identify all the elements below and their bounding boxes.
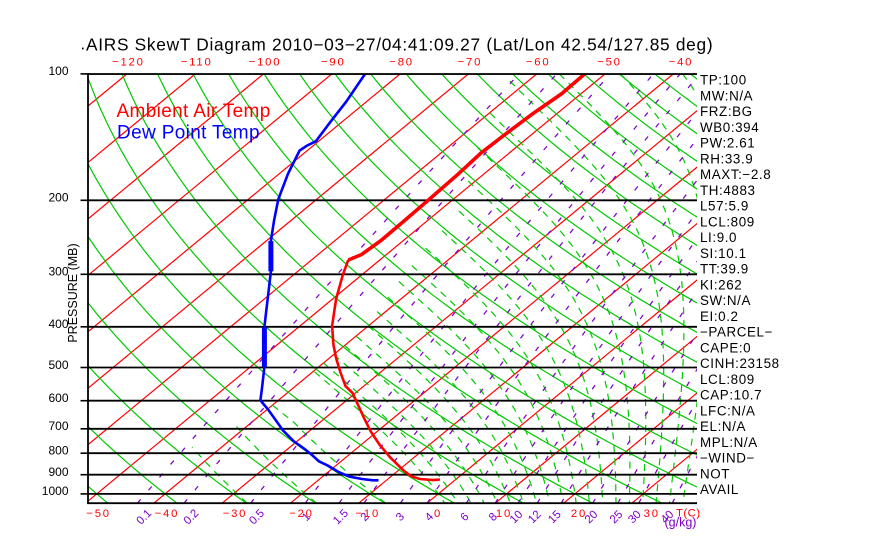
svg-text:200: 200 xyxy=(48,191,68,205)
svg-text:−120: −120 xyxy=(112,57,145,69)
svg-text:CAP:10.7: CAP:10.7 xyxy=(700,388,762,403)
svg-text:Dew Point Temp: Dew Point Temp xyxy=(117,123,260,144)
svg-text:500: 500 xyxy=(48,358,68,372)
svg-text:MPL:N/A: MPL:N/A xyxy=(700,435,758,450)
svg-text:NOT: NOT xyxy=(700,466,730,481)
svg-text:T(C): T(C) xyxy=(676,507,701,519)
svg-text:0: 0 xyxy=(434,508,442,520)
svg-text:−110: −110 xyxy=(181,57,213,69)
svg-text:−60: −60 xyxy=(526,57,551,69)
svg-text:−50: −50 xyxy=(86,508,111,520)
svg-text:MAXT:−2.8: MAXT:−2.8 xyxy=(700,167,771,182)
svg-text:FRZ:BG: FRZ:BG xyxy=(700,104,753,119)
svg-text:CAPE:0: CAPE:0 xyxy=(700,340,751,355)
svg-text:PRESSURE (MB): PRESSURE (MB) xyxy=(66,243,80,342)
svg-text:900: 900 xyxy=(48,465,68,479)
svg-text:600: 600 xyxy=(48,391,68,405)
svg-text:LCL:809: LCL:809 xyxy=(700,372,755,387)
svg-text:KI:262: KI:262 xyxy=(700,277,742,292)
svg-text:SI:10.1: SI:10.1 xyxy=(700,246,747,261)
svg-text:10: 10 xyxy=(496,508,512,520)
svg-text:LI:9.0: LI:9.0 xyxy=(700,230,737,245)
svg-text:−40: −40 xyxy=(155,508,180,520)
svg-text:300: 300 xyxy=(48,265,68,279)
svg-text:EI:0.2: EI:0.2 xyxy=(700,309,739,324)
svg-text:−30: −30 xyxy=(223,508,248,520)
svg-text:Ambient Air Temp: Ambient Air Temp xyxy=(117,101,271,122)
svg-text:−10: −10 xyxy=(356,508,381,520)
svg-text:PW:2.61: PW:2.61 xyxy=(700,136,755,151)
svg-text:LCL:809: LCL:809 xyxy=(700,214,755,229)
svg-text:30: 30 xyxy=(644,508,660,520)
svg-text:WB0:394: WB0:394 xyxy=(700,120,759,135)
svg-text:−20: −20 xyxy=(289,508,314,520)
svg-text:RH:33.9: RH:33.9 xyxy=(700,151,753,166)
svg-text:−90: −90 xyxy=(321,57,346,69)
svg-text:MW:N/A: MW:N/A xyxy=(700,88,753,103)
svg-text:(g/kg): (g/kg) xyxy=(665,516,697,530)
svg-text:−100: −100 xyxy=(249,57,282,69)
svg-text:AIRS SkewT Diagram 2010−03−27/: AIRS SkewT Diagram 2010−03−27/04:41:09.2… xyxy=(86,34,713,54)
svg-text:TH:4883: TH:4883 xyxy=(700,183,756,198)
svg-text:−40: −40 xyxy=(669,57,694,69)
svg-text:AVAIL: AVAIL xyxy=(700,482,739,497)
svg-text:20: 20 xyxy=(571,508,587,520)
svg-text:400: 400 xyxy=(48,317,68,331)
svg-text:L57:5.9: L57:5.9 xyxy=(700,199,749,214)
svg-text:1000: 1000 xyxy=(42,484,69,498)
svg-text:700: 700 xyxy=(48,419,68,433)
svg-text:LFC:N/A: LFC:N/A xyxy=(700,403,756,418)
svg-text:−80: −80 xyxy=(389,57,414,69)
svg-text:−70: −70 xyxy=(458,57,483,69)
svg-text:EL:N/A: EL:N/A xyxy=(700,419,746,434)
svg-text:SW:N/A: SW:N/A xyxy=(700,293,751,308)
svg-text:−WIND−: −WIND− xyxy=(700,451,755,466)
svg-text:TP:100: TP:100 xyxy=(700,73,747,88)
svg-text:CINH:23158: CINH:23158 xyxy=(700,356,780,371)
svg-text:800: 800 xyxy=(48,444,68,458)
svg-text:TT:39.9: TT:39.9 xyxy=(700,262,749,277)
svg-text:−50: −50 xyxy=(597,57,622,69)
svg-text:−PARCEL−: −PARCEL− xyxy=(700,325,773,340)
svg-text:100: 100 xyxy=(48,64,68,78)
